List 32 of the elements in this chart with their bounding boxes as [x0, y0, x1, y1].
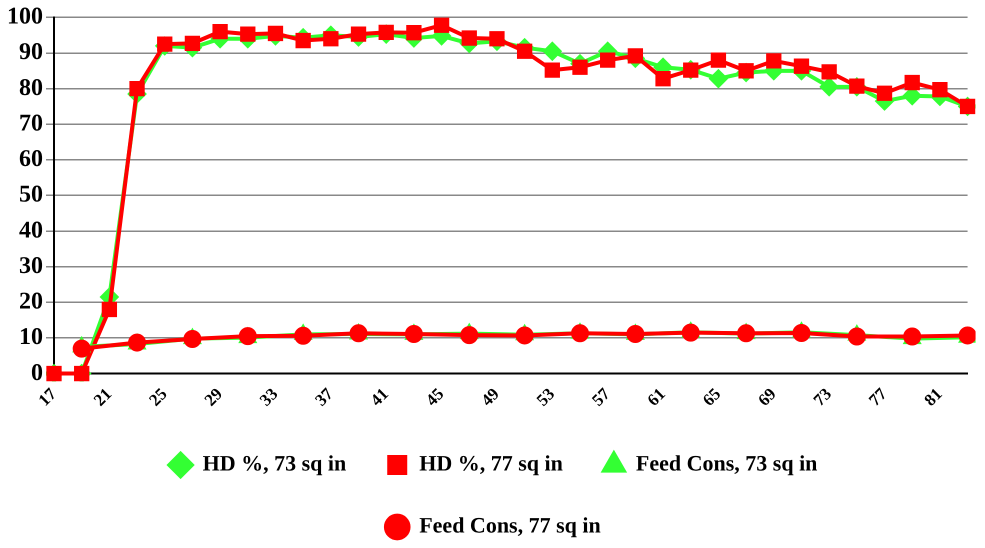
y-tick-label: 40: [19, 217, 43, 244]
y-tick-label: 60: [19, 146, 43, 172]
x-tick-label: 41: [366, 384, 392, 410]
x-tick-label: 49: [477, 384, 503, 410]
x-tick-label: 77: [865, 384, 891, 410]
y-tick-label: 0: [31, 360, 43, 386]
x-tick-label: 57: [588, 384, 614, 410]
x-tick-label: 33: [256, 384, 282, 410]
x-tick-label: 17: [34, 384, 60, 410]
legend-label: Feed Cons, 73 sq in: [636, 450, 818, 476]
y-tick-label: 30: [19, 252, 43, 279]
y-tick-label: 80: [19, 74, 43, 101]
x-tick-label: 25: [145, 384, 171, 410]
legend-label: HD %, 77 sq in: [419, 450, 563, 476]
y-tick-label: 10: [19, 324, 43, 350]
x-tick-label: 53: [532, 384, 558, 410]
x-tick-label: 37: [311, 384, 338, 410]
legend-label: Feed Cons, 77 sq in: [419, 512, 601, 538]
x-tick-label: 65: [698, 384, 724, 410]
x-tick-label: 81: [920, 384, 946, 410]
legend-label: HD %, 73 sq in: [202, 450, 346, 476]
x-tick-label: 29: [200, 384, 226, 410]
y-tick-label: 100: [7, 4, 43, 30]
y-tick-label: 50: [19, 182, 43, 208]
y-tick-label: 70: [19, 110, 43, 136]
x-tick-label: 73: [810, 384, 836, 410]
x-tick-label: 21: [90, 384, 116, 410]
y-tick-label: 20: [19, 288, 43, 315]
x-tick-label: 61: [644, 384, 669, 410]
y-tick-label: 90: [19, 39, 43, 66]
x-tick-label: 69: [754, 384, 780, 410]
x-tick-label: 45: [422, 384, 448, 410]
